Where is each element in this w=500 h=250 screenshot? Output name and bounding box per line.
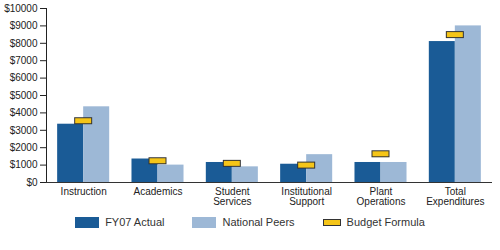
svg-text:$8000: $8000 [10,38,38,49]
svg-text:StudentServices: StudentServices [213,186,251,207]
svg-text:$4000: $4000 [10,107,38,118]
html-text:FY07 Actual: FY07 Actual [105,216,165,228]
svg-text:TotalExpenditures: TotalExpenditures [426,186,484,207]
svg-text:InstitutionalSupport: InstitutionalSupport [281,186,332,207]
svg-text:PlantOperations: PlantOperations [357,186,406,207]
svg-text:$10000: $10000 [4,3,38,14]
svg-text:$1000: $1000 [10,159,38,170]
svg-text:Academics: Academics [134,186,183,197]
svg-text:$2000: $2000 [10,142,38,153]
svg-text:$3000: $3000 [10,125,38,136]
svg-text:$9000: $9000 [10,20,38,31]
svg-text:$7000: $7000 [10,55,38,66]
html-text:Budget Formula: Budget Formula [346,216,425,228]
svg-text:$6000: $6000 [10,72,38,83]
svg-text:$5000: $5000 [10,90,38,101]
html-text:National Peers: National Peers [222,216,295,228]
svg-text:$0: $0 [26,177,38,188]
svg-text:Instruction: Instruction [61,186,107,197]
